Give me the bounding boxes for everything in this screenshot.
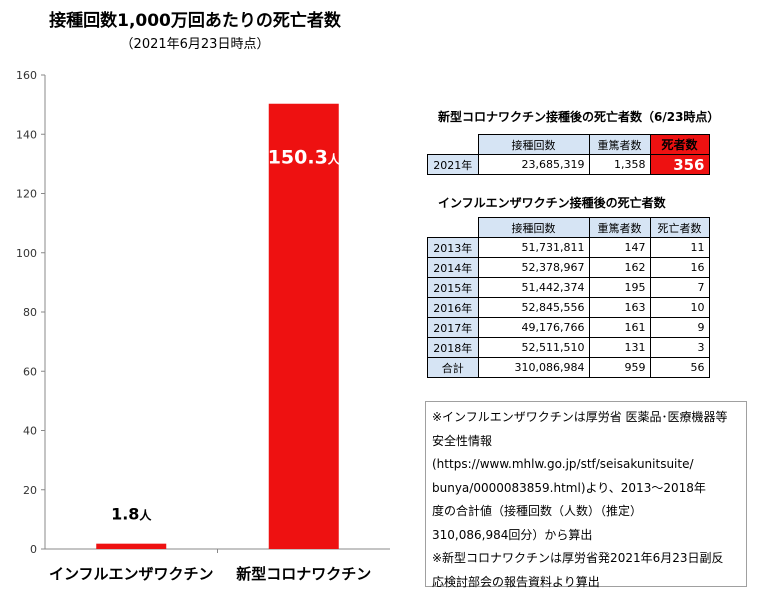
row-year: 合計 [427,357,479,378]
table-row: 合計 310,086,984 959 56 [427,357,710,378]
note-line: 応検討部会の報告資料より算出 [432,574,600,589]
table-row: 2013年 51,731,811 147 11 [427,237,710,258]
row-deaths-highlight: 356 [649,154,710,175]
flu-deaths-table: 接種回数 重篤者数 死亡者数 2013年 51,731,811 147 11 2014年… [427,217,710,378]
covid-table-title: 新型コロナワクチン接種後の死亡者数（6/23時点） [438,110,720,124]
y-tick-label: 160 [16,69,37,82]
row-doses: 52,378,967 [477,257,590,278]
row-year: 2014年 [427,257,479,278]
row-deaths: 56 [649,357,710,378]
row-doses: 52,511,510 [477,337,590,358]
row-doses: 52,845,556 [477,297,590,318]
row-severe: 161 [588,317,651,338]
data-label: 150.3人 [268,147,341,169]
y-tick-label: 100 [16,247,37,260]
note-line: 度の合計値（接種回数（人数）（推定） [432,504,643,518]
row-severe: 147 [588,237,651,258]
row-year: 2013年 [427,237,479,258]
row-year: 2015年 [427,277,479,298]
bar [96,543,167,549]
row-doses: 49,176,766 [477,317,590,338]
data-label-unit: 人 [139,508,152,523]
y-tick-label: 140 [16,128,37,141]
chart-subtitle: （2021年6月23日時点） [120,37,270,52]
row-doses: 310,086,984 [477,357,590,378]
table-row: 2018年 52,511,510 131 3 [427,337,710,358]
note-line: (https://www.mhlw.go.jp/stf/seisakunitsu… [432,457,694,471]
row-severe: 162 [588,257,651,278]
row-deaths: 16 [649,257,710,278]
note-line: ※新型コロナワクチンは厚労省発2021年6月23日副反 [432,551,724,565]
data-label-value: 1.8 [111,505,139,524]
x-category-label: 新型コロナワクチン [236,565,371,583]
flu-table-title: インフルエンザワクチン接種後の死亡者数 [438,196,666,210]
row-deaths: 3 [649,337,710,358]
row-severe: 131 [588,337,651,358]
column-header: 死亡者数 [649,217,710,238]
column-header: 接種回数 [477,217,590,238]
row-doses: 51,442,374 [477,277,590,298]
y-tick-label: 20 [23,484,37,497]
row-severe: 1,358 [588,154,651,175]
row-doses: 51,731,811 [477,237,590,258]
data-label-value: 150.3 [268,147,328,169]
y-tick-label: 60 [23,365,37,378]
column-header: 重篤者数 [588,134,651,155]
row-year: 2021年 [427,154,479,175]
row-deaths: 7 [649,277,710,298]
row-year: 2016年 [427,297,479,318]
table-corner [427,217,479,238]
column-header: 重篤者数 [588,217,651,238]
x-category-label: インフルエンザワクチン [49,565,214,583]
note-line: bunya/0000083859.html)より、2013～2018年 [432,480,706,495]
row-deaths: 11 [649,237,710,258]
note-line: 310,086,984回分）から算出 [432,527,593,542]
row-year: 2018年 [427,337,479,358]
row-year: 2017年 [427,317,479,338]
table-row: 2017年 49,176,766 161 9 [427,317,710,338]
y-tick-label: 80 [23,306,37,319]
note-line: ※インフルエンザワクチンは厚労省 医薬品･医療機器等 [432,410,728,424]
table-row: 2021年 23,685,319 1,358 356 [427,154,710,175]
y-tick-label: 0 [30,543,37,556]
row-deaths: 10 [649,297,710,318]
data-label: 1.8人 [111,505,152,524]
bar [268,103,339,549]
covid-deaths-table: 接種回数 重篤者数 死者数 2021年 23,685,319 1,358 356 [427,134,710,175]
column-header: 接種回数 [477,134,590,155]
chart-title: 接種回数1,000万回あたりの死亡者数 [49,11,341,31]
bar-chart: 020406080100120140160インフルエンザワクチン1.8人新型コロ… [16,69,390,583]
y-tick-label: 40 [23,425,37,438]
source-note-box: ※インフルエンザワクチンは厚労省 医薬品･医療機器等 安全性情報 (https://… [425,401,747,589]
table-row: 2016年 52,845,556 163 10 [427,297,710,318]
table-row: 2015年 51,442,374 195 7 [427,277,710,298]
data-label-unit: 人 [328,152,341,167]
row-deaths: 9 [649,317,710,338]
y-tick-label: 120 [16,188,37,201]
note-line: 安全性情報 [432,433,493,448]
table-row: 2014年 52,378,967 162 16 [427,257,710,278]
row-doses: 23,685,319 [477,154,590,175]
column-header-deaths: 死者数 [649,134,710,155]
flu-table-header-row: 接種回数 重篤者数 死亡者数 [427,217,710,238]
table-corner [427,134,479,155]
row-severe: 959 [588,357,651,378]
row-severe: 195 [588,277,651,298]
covid-table-header-row: 接種回数 重篤者数 死者数 [427,134,710,155]
row-severe: 163 [588,297,651,318]
